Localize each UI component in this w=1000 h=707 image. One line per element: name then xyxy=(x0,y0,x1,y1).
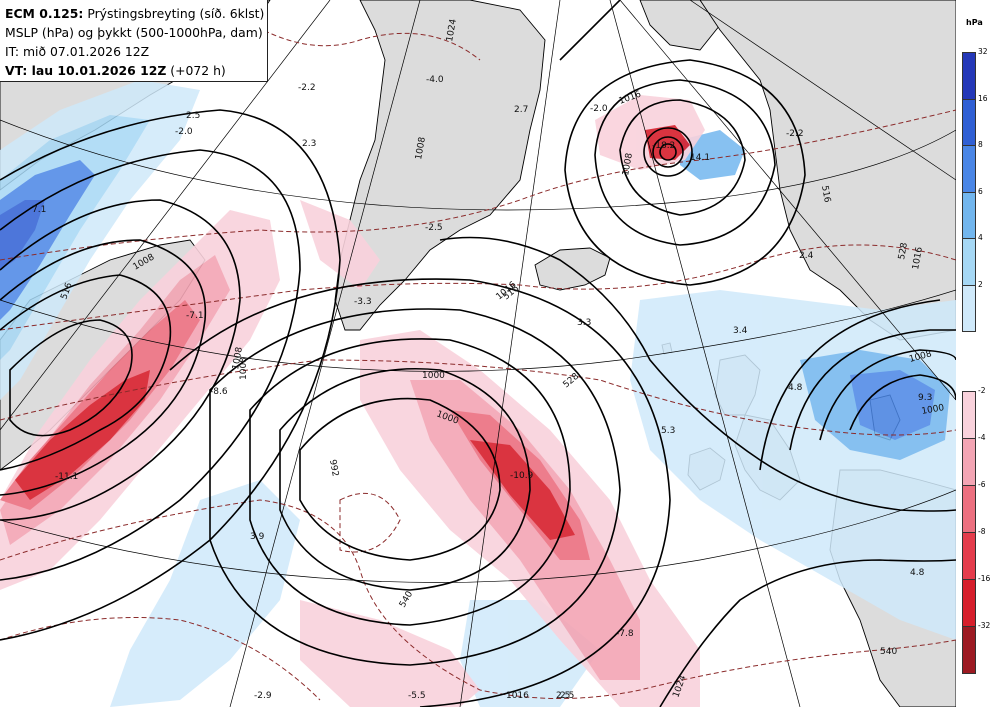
legend-tick: 8 xyxy=(978,140,983,149)
fall-area-greenland-strait xyxy=(300,200,380,290)
model-name: ECM 0.125: xyxy=(5,6,84,21)
change-value: 4.8 xyxy=(788,383,803,393)
fall-area-south-west xyxy=(300,600,480,707)
isobar-label: 1000 xyxy=(422,371,445,381)
change-value: -2.0 xyxy=(175,127,193,137)
title-line-1: ECM 0.125: Prýstingsbreyting (síð. 6klst… xyxy=(5,4,267,23)
map-title-box: ECM 0.125: Prýstingsbreyting (síð. 6klst… xyxy=(0,0,268,82)
rise-area-labrador-core xyxy=(0,160,95,320)
change-value: 7.1 xyxy=(32,205,46,215)
change-value: -5.5 xyxy=(408,691,426,701)
legend-swatch xyxy=(962,191,976,239)
forecast-hour: (+072 h) xyxy=(170,63,226,78)
legend-swatch xyxy=(962,532,976,580)
legend-swatch xyxy=(962,52,976,100)
thickness-label: 528 xyxy=(897,242,910,261)
isobar-label: 1000 xyxy=(921,403,946,417)
pressure-fall-shading xyxy=(0,95,705,707)
legend-tick: 2 xyxy=(978,279,983,289)
isobar-label: 1008 xyxy=(621,152,635,177)
change-value: -2.2 xyxy=(298,83,316,93)
change-value: -8.6 xyxy=(210,387,228,397)
change-value: -18.2 xyxy=(652,141,675,151)
legend-swatch xyxy=(962,284,976,332)
legend-tick: 6 xyxy=(978,186,983,196)
legend-unit: hPa xyxy=(966,18,983,27)
weather-map: -2.2 2.3 -4.0 2.7 -2.0 -2.5 -2.0 7.1 2.5… xyxy=(0,0,956,707)
change-labels: -2.2 2.3 -4.0 2.7 -2.0 -2.5 -2.0 7.1 2.5… xyxy=(32,75,932,701)
change-value: -4.0 xyxy=(426,75,444,85)
rise-area-northsea-core xyxy=(850,370,935,440)
thickness-label: 540 xyxy=(880,647,897,657)
fall-area-newfoundland-core xyxy=(15,370,150,500)
change-value: 2.3 xyxy=(302,139,316,149)
legend-tick: -6 xyxy=(978,480,986,489)
valid-time-line: VT: lau 10.01.2026 12Z (+072 h) xyxy=(5,61,267,80)
legend-tick: -32 xyxy=(978,621,991,630)
change-value: 14.1 xyxy=(690,153,710,163)
thickness-contours xyxy=(0,9,956,701)
legend-swatch xyxy=(962,579,976,627)
change-value: 2.4 xyxy=(799,251,814,261)
legend-tick: 32 xyxy=(978,47,988,56)
legend-tick: 16 xyxy=(978,93,988,103)
legend-colorbar: hPa 32 16 8 6 4 2 -2 -4 -6 -8 -16 -32 xyxy=(956,0,1000,707)
isobar-label: 992 xyxy=(327,459,340,478)
thickness-label: 516 xyxy=(819,185,832,204)
change-value: -7.1 xyxy=(186,311,204,321)
change-value: -2.9 xyxy=(254,691,272,701)
greenland-land xyxy=(334,0,546,331)
valid-time: VT: lau 10.01.2026 12Z xyxy=(5,63,167,78)
legend-swatch xyxy=(962,98,976,146)
change-value: -3.3 xyxy=(354,297,372,307)
fall-area-central-mid xyxy=(410,380,640,680)
change-value: 3.3 xyxy=(577,318,591,328)
change-value: -2.2 xyxy=(786,129,804,139)
isobar-label: 1008 xyxy=(239,357,249,380)
legend-tick: -8 xyxy=(978,527,986,536)
isobar-label: 1008 xyxy=(414,136,428,161)
isobar-label: 1016 xyxy=(911,246,925,271)
isobar-label: 1024 xyxy=(445,18,459,43)
rise-area-south xyxy=(110,480,300,707)
change-value: 5.3 xyxy=(661,426,675,436)
change-value: 2.5 xyxy=(556,691,570,701)
change-value: -2.0 xyxy=(590,104,608,114)
legend-swatch xyxy=(962,438,976,486)
change-value: -2.5 xyxy=(425,223,443,233)
legend-tick: -4 xyxy=(978,433,986,442)
init-time: IT: mið 07.01.2026 12Z xyxy=(5,44,150,59)
change-value: -10.9 xyxy=(510,471,534,481)
svalbard-land xyxy=(639,0,721,51)
fall-area-iceland-storm-core xyxy=(645,125,690,160)
legend-swatch xyxy=(962,145,976,193)
isobar-label: 1008 xyxy=(231,346,245,371)
change-value: 2.5 xyxy=(186,111,200,121)
product-name: Prýstingsbreyting (síð. 6klst) xyxy=(87,6,265,21)
change-value: 2.5 xyxy=(560,691,574,701)
change-value: 9.3 xyxy=(918,393,932,403)
change-value: 3.4 xyxy=(733,326,748,336)
change-value: 3.9 xyxy=(250,532,265,542)
title-line-2: MSLP (hPa) og þykkt (500-1000hPa, dam) xyxy=(5,25,263,40)
legend-swatch xyxy=(962,391,976,439)
isobars xyxy=(0,0,956,707)
legend-swatch xyxy=(962,626,976,674)
legend-tick: -16 xyxy=(978,574,991,583)
change-value: 2.7 xyxy=(514,105,528,115)
isobar-label: 1016 xyxy=(506,691,529,701)
change-value: 4.8 xyxy=(910,568,925,578)
legend-tick: 4 xyxy=(978,233,983,242)
change-value: -7.8 xyxy=(616,629,634,639)
change-value: -11.1 xyxy=(55,472,78,482)
rise-area-labrador-peak xyxy=(0,200,45,270)
legend-swatch xyxy=(962,238,976,286)
legend-tick: -2 xyxy=(978,386,986,395)
legend-swatch xyxy=(962,485,976,533)
